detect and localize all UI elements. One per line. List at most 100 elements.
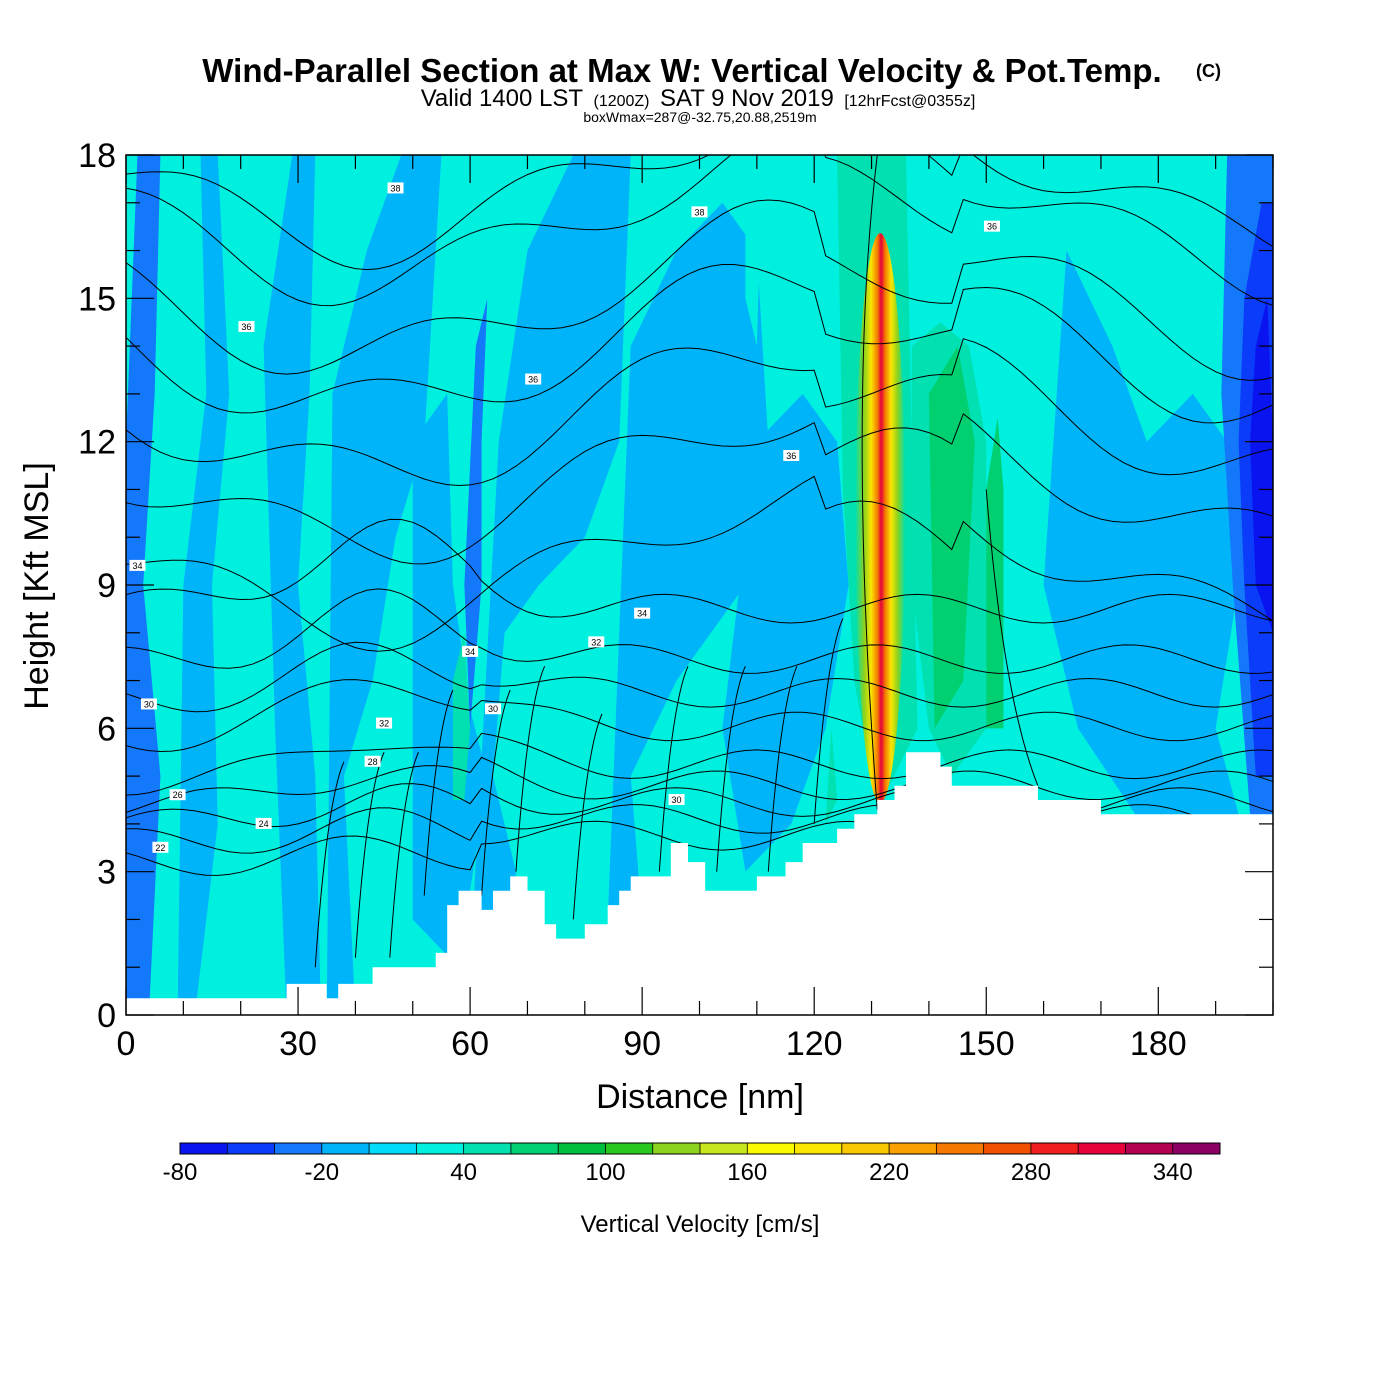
theta-label: 30	[140, 698, 157, 710]
theta-label-bg	[140, 698, 157, 710]
updraft-region	[1089, 155, 1159, 251]
x-tick-label: 120	[786, 1025, 843, 1063]
updraft-region	[928, 346, 975, 729]
theta-contour-line	[515, 666, 546, 872]
valid-zulu: (1200Z)	[593, 93, 649, 110]
updraft-region	[452, 632, 471, 800]
colorbar-swatch	[841, 1143, 890, 1154]
theta-label-text: 38	[694, 207, 704, 217]
colorbar-label: 160	[727, 1159, 767, 1186]
strong-downdraft-region	[1250, 298, 1273, 633]
colorbar-label: 340	[1153, 1159, 1193, 1186]
theta-label: 34	[462, 645, 479, 657]
theta-label: 30	[668, 794, 685, 805]
colorbar-swatch	[558, 1143, 606, 1154]
theta-contour-line	[126, 756, 1273, 813]
theta-contour-line	[389, 752, 419, 958]
theta-label-text: 30	[144, 699, 154, 709]
colorbar-swatch	[747, 1143, 796, 1154]
theta-label-bg	[376, 717, 393, 729]
theta-label-bg	[634, 607, 651, 619]
colorbar-frame	[179, 1142, 1221, 1155]
theta-contour-line	[126, 475, 1273, 652]
x-tick-label: 150	[958, 1025, 1015, 1063]
theta-label-text: 34	[465, 647, 475, 657]
theta-label-text: 38	[391, 183, 401, 193]
colorbar-label: -20	[304, 1159, 339, 1186]
theta-label: 34	[634, 607, 651, 619]
theta-contour-line	[658, 666, 689, 872]
x-tick-label: 90	[623, 1025, 661, 1063]
colorbar-swatch	[369, 1143, 417, 1154]
theta-label: 38	[387, 182, 404, 194]
colorbar: -80 -20 40 100 160 220 280 340	[163, 1142, 1221, 1186]
theta-label-text: 26	[173, 790, 183, 800]
colorbar-swatch	[463, 1143, 512, 1154]
downdraft-region	[326, 155, 442, 1015]
box-wmax-info: boxWmax=287@-32.75,20.88,2519m	[583, 109, 816, 125]
theta-contour-line	[481, 689, 511, 896]
y-tick-label: 12	[78, 424, 116, 462]
theta-label-bg	[525, 373, 542, 385]
theta-label-text: 32	[591, 637, 601, 647]
theta-label-bg	[169, 789, 186, 801]
theta-label-bg	[238, 321, 255, 332]
chart-subtitle-valid: Valid 1400 LST (1200Z) SAT 9 Nov 2019 [1…	[421, 85, 976, 112]
theta-label-text: 36	[786, 451, 796, 461]
theta-contour-line	[126, 588, 1273, 674]
colorbar-label: 280	[1011, 1159, 1051, 1186]
downdraft-region	[722, 393, 849, 872]
terrain-mask	[126, 752, 1273, 1015]
x-tick-label: 30	[279, 1025, 317, 1063]
theta-label-bg	[152, 841, 169, 853]
updraft-region	[825, 728, 838, 824]
y-axis-title: Height [Kft MSL]	[18, 462, 56, 710]
theta-contour-line	[813, 618, 844, 824]
theta-label-text: 24	[259, 819, 269, 829]
theta-contour-line	[126, 264, 1273, 424]
colorbar-swatch	[321, 1143, 370, 1154]
theta-contour-line	[126, 199, 1273, 381]
updraft-region	[986, 417, 1004, 729]
theta-label: 36	[238, 321, 255, 332]
theta-contour-line	[126, 679, 1273, 753]
theta-label-bg	[387, 182, 404, 194]
theta-label-bg	[462, 645, 479, 657]
theta-contour-line	[767, 666, 798, 872]
theta-label: 36	[783, 450, 800, 461]
colorbar-swatch	[700, 1143, 748, 1154]
x-axis: 0 30 60 90 120 150 180	[117, 155, 1274, 1063]
theta-contour-line	[126, 412, 1273, 565]
x-tick-label: 60	[451, 1025, 489, 1063]
colorbar-swatch	[889, 1143, 937, 1154]
valid-date: SAT 9 Nov 2019	[660, 85, 834, 112]
theta-label-text: 36	[987, 222, 997, 232]
theta-label-text: 28	[368, 757, 378, 767]
theta-label: 36	[525, 373, 542, 385]
theta-label-bg	[129, 559, 146, 571]
theta-contour-labels: 38 38 36 36 36 36 34 34 34 32 30 30 32 28 26 24 30 22	[129, 182, 1000, 853]
theta-contour-line	[126, 518, 1273, 624]
y-tick-label: 18	[78, 137, 116, 175]
colorbar-swatch	[936, 1143, 985, 1154]
colorbar-swatch	[510, 1143, 559, 1154]
theta-label-text: 36	[528, 375, 538, 385]
theta-label: 36	[983, 220, 1000, 232]
theta-label-text: 34	[132, 561, 142, 571]
theta-label: 26	[169, 789, 186, 801]
theta-contour-line	[985, 489, 1039, 786]
theta-label: 32	[588, 636, 605, 648]
theta-label: 34	[129, 559, 146, 571]
y-tick-label: 15	[78, 280, 116, 318]
theta-contour-line	[126, 732, 1273, 796]
theta-label-bg	[485, 703, 502, 715]
valid-prefix: Valid 1400 LST	[421, 85, 584, 112]
colorbar-label: 220	[869, 1159, 909, 1186]
theta-contours	[126, 155, 1273, 968]
theta-label-bg	[588, 636, 605, 648]
theta-label: 28	[364, 755, 381, 767]
downdraft-region	[607, 202, 769, 920]
colorbar-swatch	[1030, 1143, 1079, 1154]
